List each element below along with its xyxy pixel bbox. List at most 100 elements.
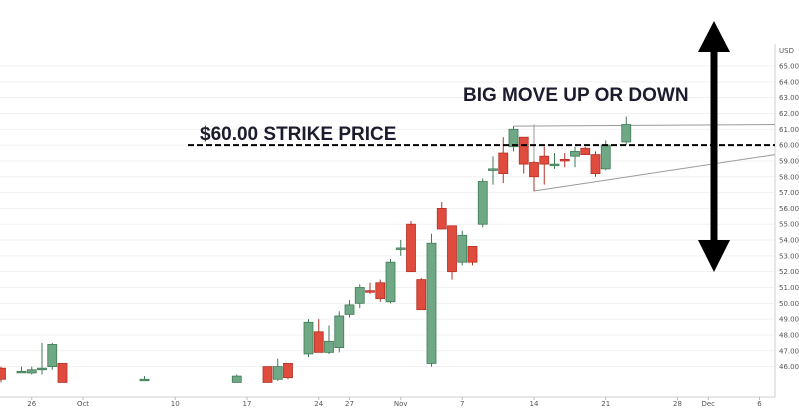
grid: [0, 65, 775, 368]
bearish-candle: [518, 136, 529, 174]
y-tick-label: 50.00: [779, 300, 799, 308]
y-tick-label: 62.00: [779, 110, 799, 118]
bullish-candle: [344, 300, 355, 318]
candle-body: [457, 234, 468, 263]
candle-body: [272, 366, 283, 380]
y-tick-label: 48.00: [779, 331, 799, 339]
bearish-candle: [57, 363, 68, 383]
down-arrow-icon: [698, 240, 730, 272]
candle-body: [139, 378, 150, 382]
bullish-candle: [570, 146, 580, 168]
candle-body: [231, 375, 242, 383]
y-tick-label: 58.00: [779, 173, 799, 181]
candle-body: [570, 151, 580, 157]
x-tick-label: 21: [601, 400, 610, 408]
y-tick-label: 59.00: [779, 157, 799, 165]
candle-body: [518, 136, 529, 165]
candle-body: [344, 304, 355, 315]
bullish-candle: [334, 311, 345, 353]
candle-body: [600, 144, 611, 170]
bearish-candle: [447, 225, 457, 280]
candle-body: [406, 223, 416, 273]
bullish-candle: [477, 178, 488, 228]
y-tick-label: 56.00: [779, 205, 799, 213]
candle-body: [498, 152, 509, 174]
candle-body: [488, 168, 498, 171]
y-tick-label: 65.00: [779, 63, 799, 71]
y-tick-label: 64.00: [779, 78, 799, 86]
candle-body: [426, 242, 437, 364]
x-tick-label: 17: [243, 400, 252, 408]
y-tick-label: 52.00: [779, 268, 799, 276]
candle-body: [303, 321, 314, 355]
candle-body: [621, 124, 632, 143]
y-tick-label: 49.00: [779, 316, 799, 324]
y-tick-label: 61.00: [779, 126, 799, 134]
candle-body: [508, 128, 519, 148]
bearish-candle: [313, 319, 324, 353]
bearish-candle: [559, 153, 570, 168]
x-tick-label: 24: [314, 400, 323, 408]
candle-body: [395, 247, 406, 250]
y-tick-label: 55.00: [779, 221, 799, 229]
candle-body: [416, 279, 427, 311]
bearish-candle: [539, 146, 550, 185]
y-tick-label: 60.00: [779, 142, 799, 150]
candle-body: [559, 158, 570, 162]
bullish-candle: [457, 230, 468, 266]
bullish-candle: [508, 126, 519, 152]
candle-body: [447, 225, 457, 273]
bearish-candle: [580, 146, 591, 156]
bullish-candle: [303, 319, 314, 358]
candle-body: [529, 162, 539, 178]
candle-body: [283, 363, 293, 379]
candle-body: [580, 147, 591, 156]
bullish-candle: [385, 259, 396, 304]
y-tick-label: 63.00: [779, 94, 799, 102]
bearish-candle: [0, 366, 6, 383]
x-tick-label: Dec: [701, 400, 715, 408]
bearish-candle: [529, 160, 539, 191]
candle-body: [37, 367, 47, 371]
candle-body: [334, 315, 345, 349]
x-tick-label: 10: [171, 400, 180, 408]
bullish-candle: [26, 366, 37, 375]
candle-body: [16, 370, 27, 374]
candle-body: [0, 367, 6, 380]
candle-body: [375, 282, 386, 299]
bullish-candle: [47, 342, 58, 370]
bullish-candle: [395, 240, 406, 256]
candle-body: [26, 369, 37, 374]
price-axis: 46.00 47.00 48.00 49.00 50.00 51.00 52.00 53.00…: [779, 63, 799, 372]
bearish-candle: [283, 363, 293, 380]
bullish-candle: [272, 358, 283, 381]
y-tick-label: 47.00: [779, 347, 799, 355]
y-tick-label: 51.00: [779, 284, 799, 292]
y-tick-label: 46.00: [779, 363, 799, 371]
bearish-candle: [467, 245, 478, 266]
bullish-candle: [488, 156, 498, 185]
candle-body: [324, 340, 334, 353]
candle-body: [365, 290, 375, 293]
triangle-lower-trendline: [533, 154, 776, 192]
up-arrow-icon: [698, 21, 730, 52]
x-tick-label: Nov: [394, 400, 408, 408]
candle-body: [385, 261, 396, 303]
big-move-arrow: [698, 21, 730, 272]
x-tick-label: 7: [460, 400, 464, 408]
x-tick-label: 14: [530, 400, 539, 408]
candle-body: [57, 363, 68, 383]
strike-price-label: $60.00 STRIKE PRICE: [200, 124, 396, 145]
bullish-candle: [37, 342, 47, 375]
bullish-candle: [426, 233, 437, 367]
candle-body: [47, 344, 58, 367]
bullish-candle: [324, 325, 334, 354]
bearish-candle: [436, 202, 447, 230]
candle-body: [539, 155, 550, 165]
bullish-candle: [354, 284, 365, 309]
bullish-candle: [16, 366, 27, 374]
y-tick-label: 57.00: [779, 189, 799, 197]
bearish-candle: [406, 221, 416, 273]
